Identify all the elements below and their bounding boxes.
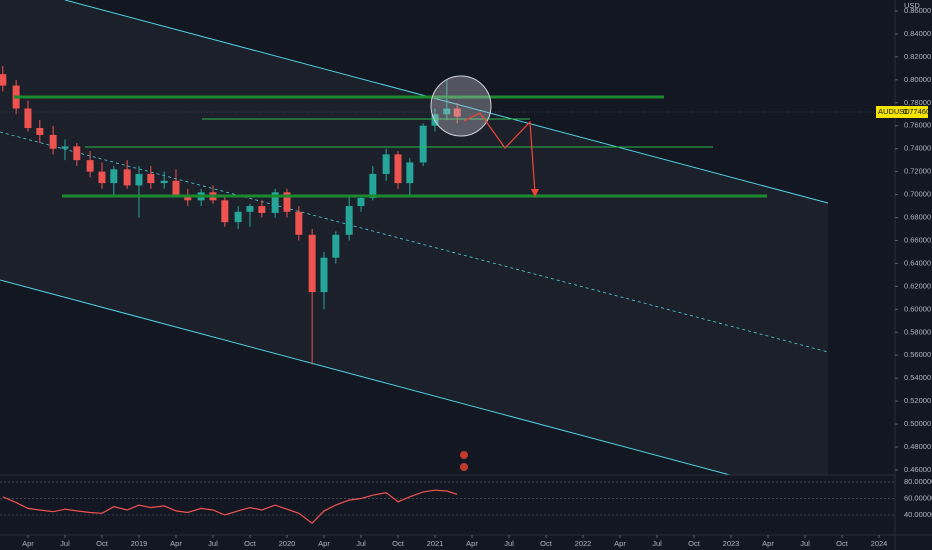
candle-body xyxy=(357,198,365,207)
candle-body xyxy=(36,128,44,135)
y-tick-label: 0.52000 xyxy=(904,396,931,405)
x-tick-label: 2019 xyxy=(131,539,148,548)
x-tick-label: Jul xyxy=(356,539,366,548)
projection-arrow xyxy=(463,112,536,194)
candle-body xyxy=(73,146,81,161)
candle-body xyxy=(246,206,254,212)
y-tick-label: 0.46000 xyxy=(904,465,931,474)
y-tick-label: 0.74000 xyxy=(904,144,931,153)
symbol-label: AUDUSD xyxy=(878,107,910,116)
event-icon[interactable] xyxy=(460,463,468,471)
candle-body xyxy=(172,180,180,195)
highlight-circle xyxy=(430,75,492,137)
y-tick-label: 0.62000 xyxy=(904,281,931,290)
candle-body xyxy=(295,211,303,235)
y-tick-label: 0.48000 xyxy=(904,442,931,451)
x-tick-label: Apr xyxy=(318,539,330,548)
candle-body xyxy=(234,211,242,223)
y-tick-label: 0.84000 xyxy=(904,29,931,38)
candle-body xyxy=(345,206,353,235)
candle-body xyxy=(369,173,377,199)
candle-body xyxy=(110,169,118,184)
x-tick-label: Oct xyxy=(688,539,701,548)
x-tick-label: 2023 xyxy=(723,539,740,548)
y-tick-label: 0.82000 xyxy=(904,52,931,61)
x-tick-label: 2024 xyxy=(871,539,888,548)
y-tick-label: 0.58000 xyxy=(904,327,931,336)
candle-body xyxy=(221,200,229,223)
last-price-label: 0.77460 xyxy=(903,107,930,116)
indicator-line xyxy=(2,489,458,524)
candle-body xyxy=(419,125,427,163)
x-tick-label: 2022 xyxy=(575,539,592,548)
candle-body xyxy=(98,171,106,184)
candle-body xyxy=(283,192,291,212)
candle-body xyxy=(135,173,143,186)
x-tick-label: Jul xyxy=(60,539,70,548)
y-tick-label: 0.68000 xyxy=(904,213,931,222)
candle-body xyxy=(86,160,94,172)
y-tick-label: 0.50000 xyxy=(904,419,931,428)
y-tick-label: 0.70000 xyxy=(904,190,931,199)
x-tick-label: Jul xyxy=(800,539,810,548)
y-tick-label: 0.72000 xyxy=(904,167,931,176)
candle-body xyxy=(382,154,390,174)
candle-body xyxy=(123,169,131,186)
x-tick-label: 2021 xyxy=(427,539,444,548)
y-tick-label: 0.54000 xyxy=(904,373,931,382)
x-tick-label: Apr xyxy=(762,539,774,548)
y-tick-label: 0.78000 xyxy=(904,98,931,107)
x-tick-label: Apr xyxy=(22,539,34,548)
candle-body xyxy=(147,173,155,184)
candle-body xyxy=(453,108,461,117)
candle-body xyxy=(443,108,451,115)
x-tick-label: Oct xyxy=(244,539,257,548)
candle-body xyxy=(160,180,168,184)
arrow-head xyxy=(531,189,539,197)
x-tick-label: 2020 xyxy=(279,539,296,548)
candle-body xyxy=(308,234,316,293)
candle-body xyxy=(61,146,69,149)
event-icon[interactable] xyxy=(460,451,468,459)
candle-body xyxy=(24,108,32,129)
candle-body xyxy=(332,234,340,258)
y-tick-label: 0.66000 xyxy=(904,235,931,244)
channel-mid xyxy=(0,131,829,353)
y-tick-label: 0.60000 xyxy=(904,304,931,313)
candle-body xyxy=(271,192,279,213)
x-tick-label: Apr xyxy=(466,539,478,548)
y-tick-label: 0.76000 xyxy=(904,121,931,130)
candle-body xyxy=(258,206,266,213)
last-price-box xyxy=(876,106,928,118)
x-tick-label: Oct xyxy=(836,539,849,548)
x-tick-label: Jul xyxy=(652,539,662,548)
x-tick-label: Jul xyxy=(208,539,218,548)
candle-body xyxy=(0,74,7,86)
y-tick-label: 0.64000 xyxy=(904,258,931,267)
y-tick-label: 0.80000 xyxy=(904,75,931,84)
x-tick-label: Jul xyxy=(504,539,514,548)
x-tick-label: Oct xyxy=(392,539,405,548)
x-tick-label: Apr xyxy=(614,539,626,548)
candle-body xyxy=(320,257,328,293)
x-tick-label: Oct xyxy=(540,539,553,548)
x-tick-label: Apr xyxy=(170,539,182,548)
x-tick-label: Oct xyxy=(96,539,109,548)
currency-label: USD xyxy=(904,1,920,10)
candle-body xyxy=(49,134,57,149)
y-tick-label: 0.86000 xyxy=(904,6,931,15)
y-tick-label: 0.56000 xyxy=(904,350,931,359)
candle-body xyxy=(406,162,414,184)
channel-bottom xyxy=(0,279,731,476)
candle-body xyxy=(431,114,439,126)
candle-body xyxy=(394,154,402,184)
